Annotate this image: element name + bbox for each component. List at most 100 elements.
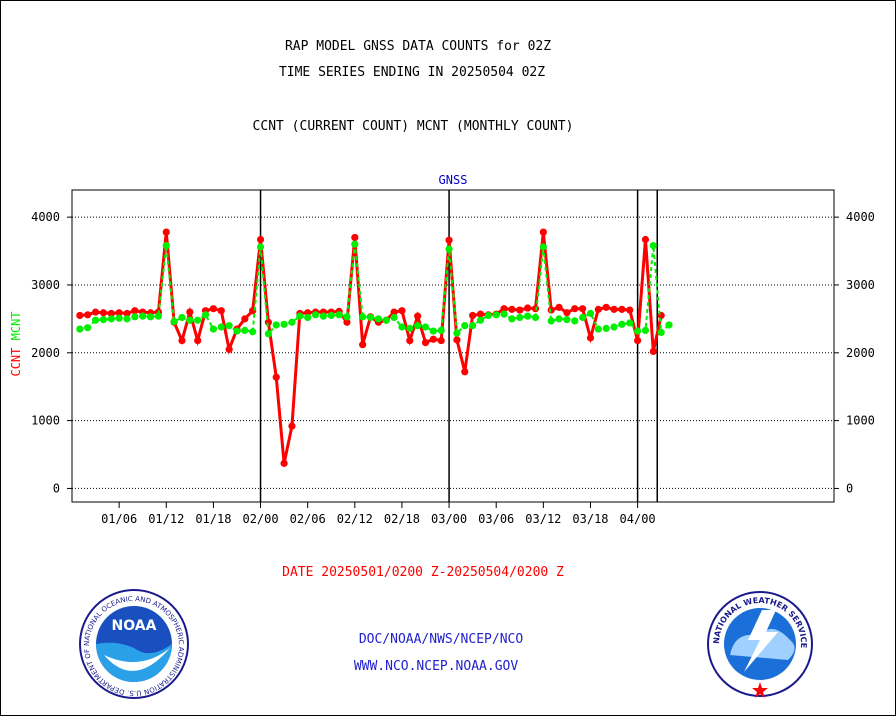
mcnt-point xyxy=(555,315,563,323)
mcnt-point xyxy=(476,316,485,324)
mcnt-point xyxy=(657,328,665,337)
mcnt-point xyxy=(586,309,595,318)
mcnt-point xyxy=(594,325,602,333)
series-line-mcnt xyxy=(79,244,670,337)
mcnt-point xyxy=(634,327,642,335)
website-label: WWW.NCO.NCEP.NOAA.GOV xyxy=(353,659,519,674)
mcnt-point xyxy=(256,243,265,251)
ccnt-point xyxy=(461,368,469,376)
ccnt-point xyxy=(641,235,650,244)
mcnt-point xyxy=(76,325,84,333)
svg-text:NATIONAL OCEANIC AND ATMOSPHER: NATIONAL OCEANIC AND ATMOSPHERIC ADMINIS… xyxy=(0,0,185,697)
ccnt-point xyxy=(579,305,587,313)
ccnt-point xyxy=(500,305,508,313)
mcnt-point xyxy=(382,316,390,324)
ccnt-point xyxy=(131,307,139,315)
y-tick-label: 1000 xyxy=(31,414,60,428)
y-tick-label: 0 xyxy=(53,481,60,495)
chart-title: GNSS xyxy=(439,173,468,187)
ccnt-point xyxy=(178,336,186,345)
ccnt-point xyxy=(115,309,123,317)
mcnt-point xyxy=(343,313,351,321)
mcnt-point xyxy=(186,316,194,324)
ccnt-point xyxy=(280,459,288,467)
ccnt-point xyxy=(398,307,406,315)
x-tick-label: 04/00 xyxy=(620,512,656,526)
series-mcnt xyxy=(76,240,673,338)
mcnt-point xyxy=(264,330,272,338)
mcnt-point xyxy=(139,312,147,320)
mcnt-point xyxy=(304,313,312,322)
ccnt-point xyxy=(437,336,445,345)
ccnt-point xyxy=(76,311,84,320)
mcnt-point xyxy=(201,311,210,319)
ccnt-point xyxy=(594,305,602,313)
x-tick-label: 02/00 xyxy=(242,512,278,526)
mcnt-point xyxy=(91,316,100,324)
mcnt-point xyxy=(288,318,296,326)
date-range-label: DATE 20250501/0200 Z-20250504/0200 Z xyxy=(282,565,564,580)
ccnt-point xyxy=(586,334,595,342)
mcnt-point xyxy=(194,316,202,324)
mcnt-point xyxy=(225,322,233,330)
mcnt-point xyxy=(154,312,163,320)
mcnt-point xyxy=(170,317,178,326)
ccnt-point xyxy=(162,228,170,236)
mcnt-point xyxy=(547,317,555,325)
y-tick-label-right: 1000 xyxy=(846,414,875,428)
ccnt-point xyxy=(288,422,296,430)
y-axis-label-ccnt: CCNT xyxy=(9,348,23,377)
ccnt-point xyxy=(343,318,351,326)
mcnt-point xyxy=(516,313,524,322)
series-ccnt xyxy=(76,228,665,467)
ccnt-point xyxy=(99,309,108,317)
ccnt-point xyxy=(626,306,634,314)
mcnt-point xyxy=(374,315,382,323)
ccnt-point xyxy=(359,341,367,349)
mcnt-point xyxy=(571,317,579,325)
mcnt-point xyxy=(311,311,320,319)
mcnt-point xyxy=(249,328,257,336)
mcnt-point xyxy=(398,323,406,331)
mcnt-point xyxy=(414,322,422,330)
ccnt-point xyxy=(445,236,453,244)
mcnt-point xyxy=(178,313,186,322)
mcnt-point xyxy=(531,313,540,322)
ccnt-point xyxy=(618,305,626,313)
y-tick-label: 3000 xyxy=(31,278,60,292)
ccnt-point xyxy=(272,373,280,381)
mcnt-point xyxy=(351,240,359,248)
ccnt-point xyxy=(429,335,437,343)
mcnt-point xyxy=(131,313,139,321)
ccnt-point xyxy=(241,315,249,323)
ccnt-point xyxy=(84,311,92,319)
mcnt-point xyxy=(563,315,571,324)
mcnt-point xyxy=(421,323,430,331)
mcnt-point xyxy=(461,322,469,330)
noaa-ring-text: NATIONAL OCEANIC AND ATMOSPHERIC ADMINIS… xyxy=(0,0,185,697)
mcnt-point xyxy=(209,325,218,333)
mcnt-point xyxy=(99,315,108,324)
ccnt-point xyxy=(524,304,532,312)
mcnt-point xyxy=(241,326,249,334)
ccnt-point xyxy=(476,310,485,318)
ccnt-point xyxy=(225,345,233,353)
ccnt-point xyxy=(390,308,398,316)
mcnt-point xyxy=(508,315,516,323)
x-tick-label: 02/12 xyxy=(337,512,373,526)
x-tick-label: 02/06 xyxy=(290,512,326,526)
ccnt-point xyxy=(649,347,657,356)
x-tick-label: 03/06 xyxy=(478,512,514,526)
ccnt-point xyxy=(453,336,461,344)
ccnt-point xyxy=(469,311,477,320)
y-tick-label-right: 0 xyxy=(846,481,853,495)
ccnt-point xyxy=(563,309,571,317)
mcnt-point xyxy=(437,326,445,334)
noaa-logo-text: NOAA xyxy=(112,618,157,634)
ccnt-point xyxy=(194,336,202,345)
ccnt-point xyxy=(107,309,115,318)
mcnt-point xyxy=(115,314,123,322)
ccnt-point xyxy=(123,309,131,318)
ccnt-point xyxy=(610,305,618,313)
